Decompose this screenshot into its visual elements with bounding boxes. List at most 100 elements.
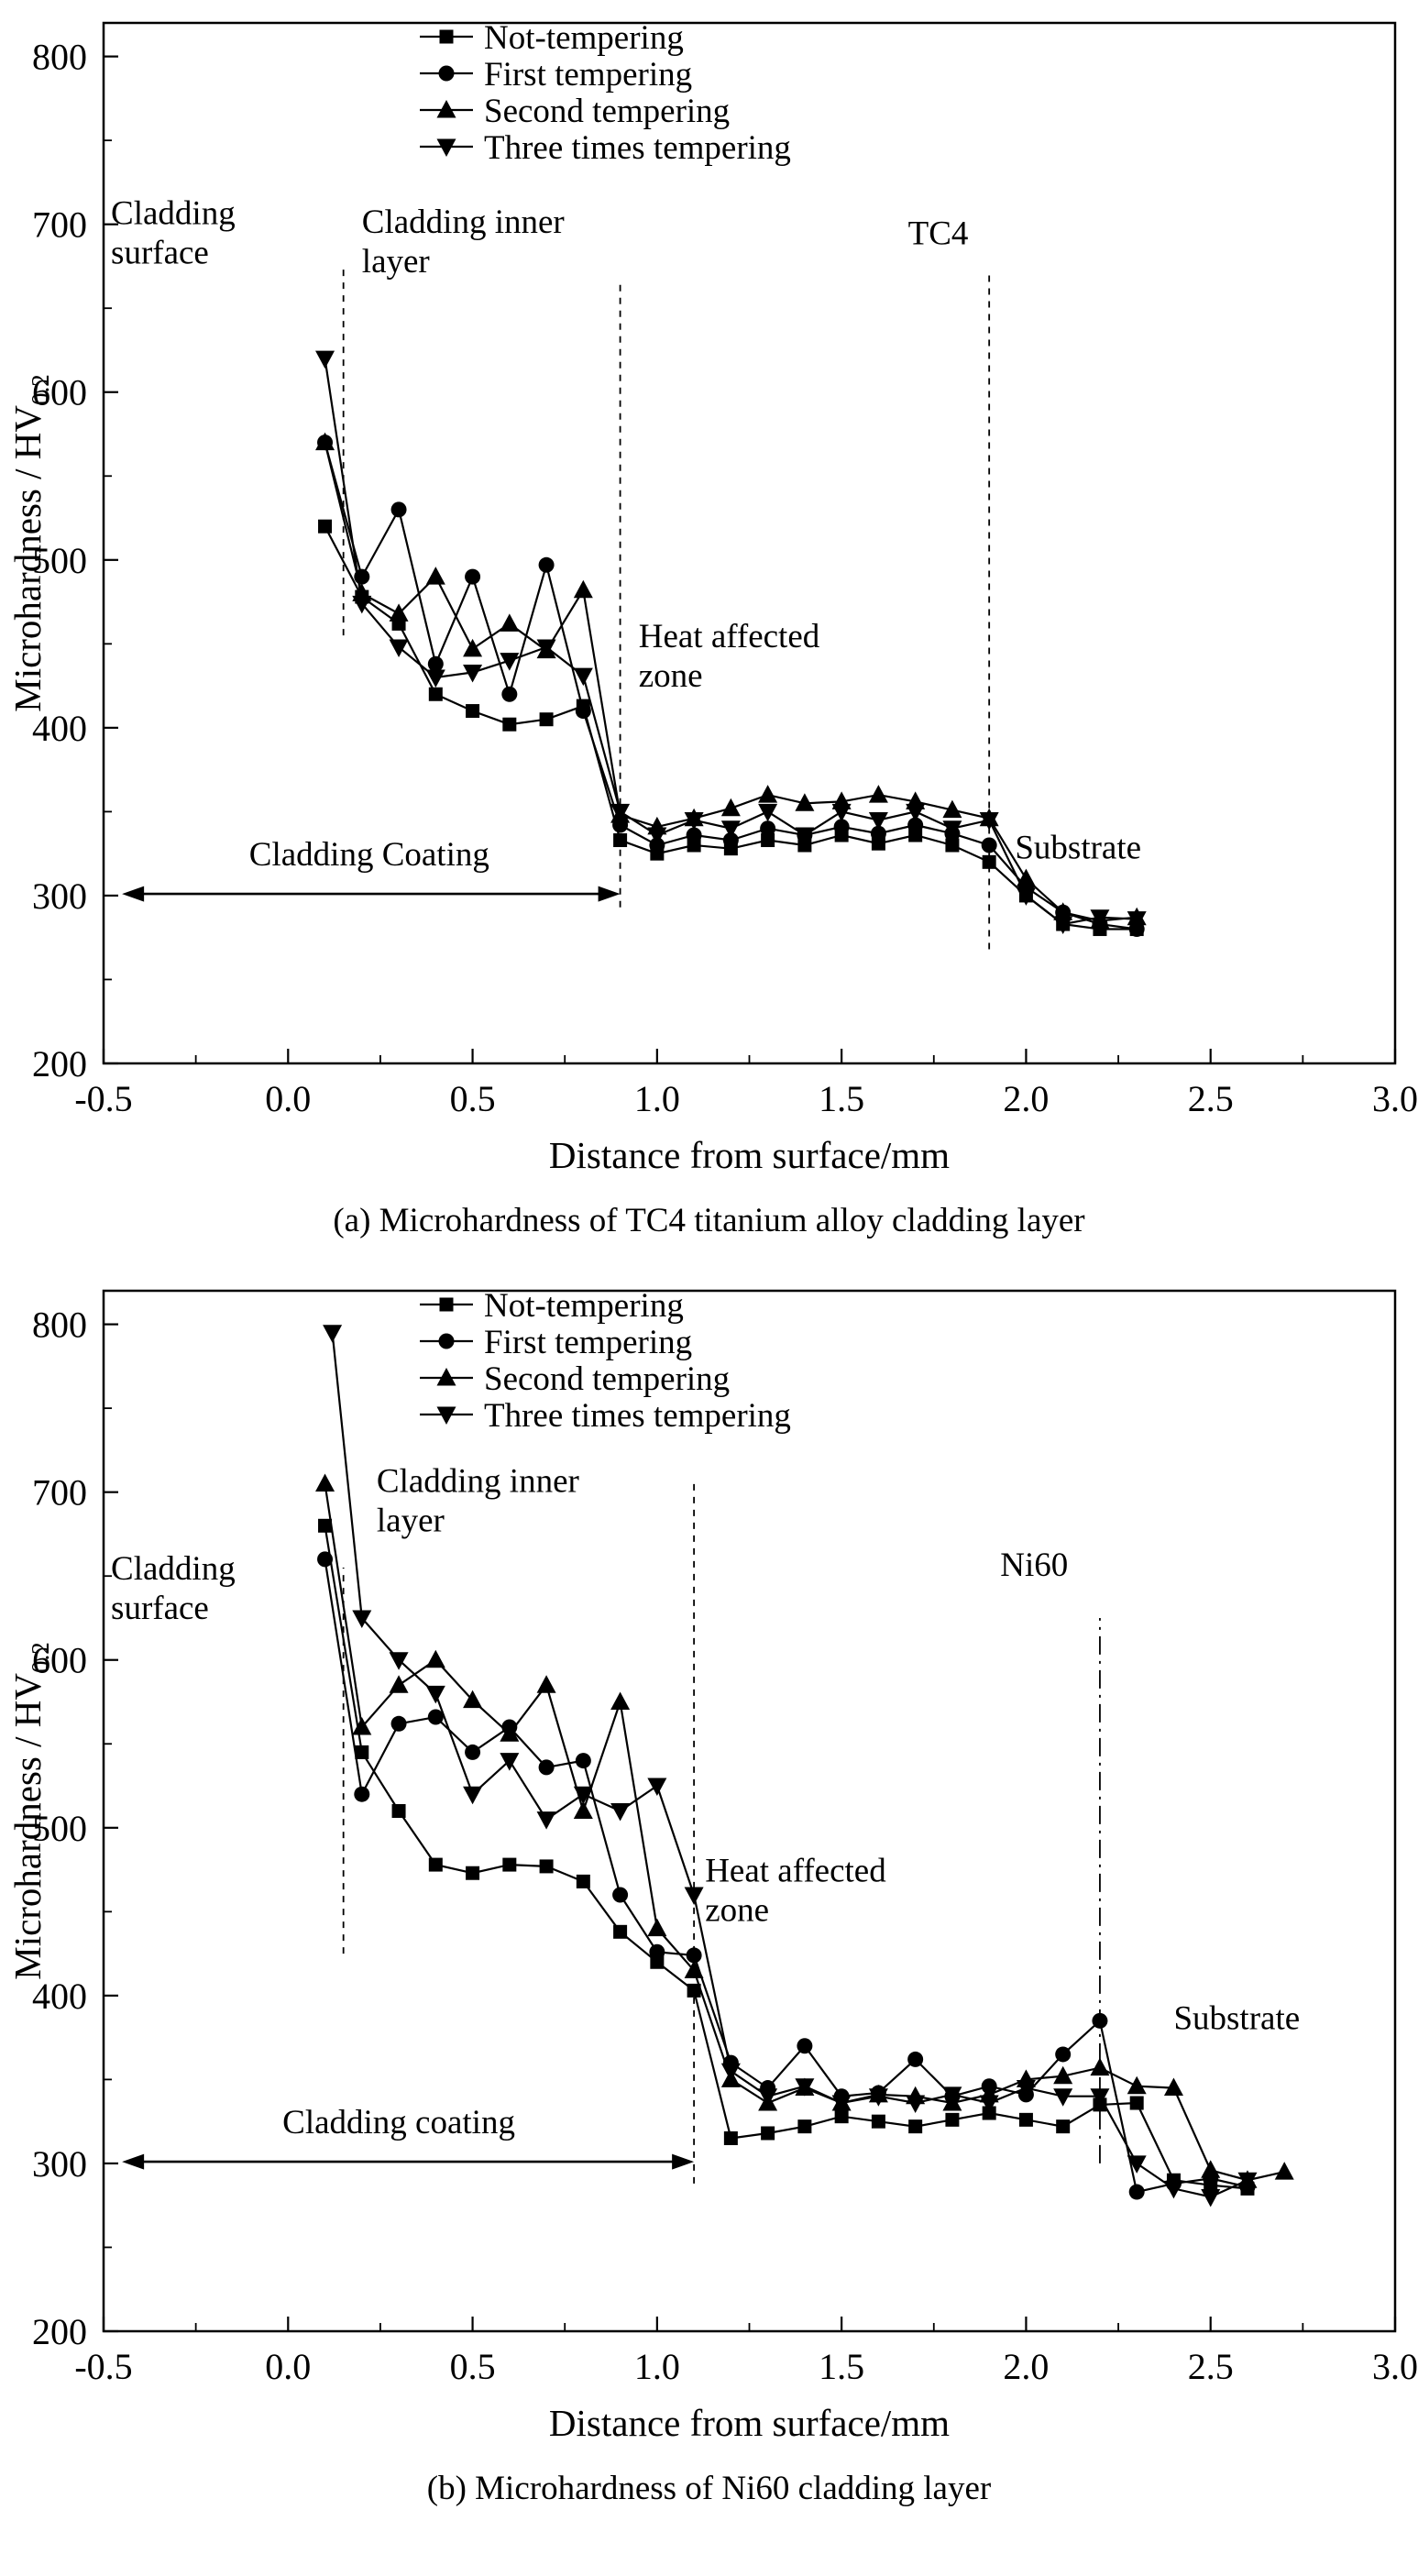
data-point-marker [538,556,555,573]
data-point-marker [1016,887,1036,906]
data-point-marker [649,1943,665,1960]
legend-item-second-tempering: Second tempering [420,1360,730,1398]
y-tick-label: 400 [32,1976,87,2017]
data-point-marker [1090,909,1110,928]
data-point-marker [1201,2160,1221,2178]
data-point-marker [613,1924,628,1939]
data-point-marker [610,1691,631,1711]
data-point-marker [1127,2075,1147,2095]
triangle-up-legend-marker-icon [436,100,456,118]
y-tick-label: 800 [32,1305,87,1346]
data-point-marker [610,1803,631,1822]
data-point-marker [354,1786,370,1802]
data-point-marker [318,519,333,534]
data-point-marker [463,1786,483,1805]
data-point-marker [463,1690,483,1709]
data-point-marker [352,595,372,614]
data-point-marker [795,793,815,811]
legend-item-second-tempering: Second tempering [420,93,730,130]
legend-label: Second tempering [484,93,730,130]
data-point-marker [686,1947,702,1964]
data-point-marker [758,2088,778,2107]
plot-frame [102,1289,1397,2333]
data-point-marker [315,350,335,369]
data-point-marker [501,686,518,702]
heat-affected-zone-label: Heat affected zone [705,1852,886,1929]
data-point-marker [1056,2119,1071,2134]
data-point-marker [318,1518,333,1533]
data-point-marker [317,1551,334,1568]
cladding-inner-layer-label: Cladding inner layer [362,204,565,281]
x-tick-label: 0.0 [265,2346,311,2387]
data-point-marker [684,812,704,831]
x-tick-label: 2.0 [1003,1078,1049,1119]
y-tick-label: 600 [32,1640,87,1681]
legend-item-three-times-tempering: Three times tempering [420,1397,791,1435]
data-point-marker [868,785,888,803]
legend-label: Second tempering [484,1360,730,1398]
data-point-marker [1090,2057,1110,2076]
triangle-up-legend-marker-icon [436,1368,456,1386]
data-point-marker [613,833,628,848]
series-line [324,1483,1285,2182]
y-tick-label: 500 [32,1808,87,1849]
x-axis-title: Distance from surface/mm [549,2402,950,2444]
axes: 200 300 400 500 600 700 800 -0.5 0.0 0.5 1.0 1.5 2.0… [32,37,1418,1119]
data-point-marker [831,803,852,822]
data-point-marker [647,1918,667,1937]
right-arrowhead-icon [598,886,621,902]
data-point-marker [1274,2162,1294,2180]
y-tick-label: 300 [32,2143,87,2185]
y-axis-title: Microhardness / HV0.2 [6,374,54,712]
data-point-marker [315,1473,335,1492]
x-tick-label: 1.0 [634,1078,680,1119]
y-tick-label: 400 [32,708,87,749]
substrate-label: Substrate [1015,830,1141,867]
data-point-marker [315,432,335,451]
data-point-marker [868,2088,888,2107]
cladding-inner-layer-label: Cladding inner layer [377,1463,579,1540]
triangle-down-legend-marker-icon [436,138,456,157]
left-arrowhead-icon [122,886,145,902]
x-tick-label: -0.5 [74,1078,132,1119]
y-axis-title: Microhardness / HV0.2 [6,1642,54,1980]
series-three-times-tempering [323,1325,1258,2207]
square-legend-marker-icon [439,29,454,44]
data-point-marker [942,820,962,839]
y-tick-label: 200 [32,2311,87,2352]
data-point-marker [907,2051,924,2067]
data-point-marker [425,669,445,688]
legend-item-three-times-tempering: Three times tempering [420,129,791,167]
data-point-marker [979,2095,999,2114]
data-point-marker [463,664,483,683]
y-tick-label: 300 [32,875,87,917]
data-point-marker [942,2086,962,2105]
right-arrowhead-icon [672,2153,695,2170]
data-point-marker [573,667,593,687]
data-point-marker [1128,2184,1145,2200]
legend-item-first-tempering: First tempering [420,56,692,94]
data-point-marker [1092,2012,1108,2029]
data-point-marker [389,1675,409,1693]
data-point-marker [871,2114,885,2129]
x-tick-label: 1.5 [819,2346,864,2387]
data-point-marker [945,838,960,853]
x-tick-label: 1.0 [634,2346,680,2387]
data-point-marker [612,1887,629,1903]
legend-item-not-tempering: Not-tempering [420,19,684,57]
data-point-marker [427,1709,444,1725]
chart-b-canvas: Cladding coating 200 300 400 500 600 700 800 -0.… [6,1287,1418,2444]
data-point-marker [686,827,702,843]
data-point-marker [352,1716,372,1735]
figure-a: Cladding Coating 200 300 400 500 600 700 800 -0.… [0,9,1418,1240]
data-point-marker [1018,2112,1033,2127]
data-point-marker [427,655,444,672]
data-point-marker [1237,2172,1258,2191]
data-point-marker [684,1960,704,1978]
plot-frame [102,21,1397,1065]
coating-range-arrow: Cladding coating [122,2104,695,2170]
data-point-marker [428,1857,443,1872]
data-point-marker [463,638,483,657]
y-tick-label: 600 [32,372,87,413]
